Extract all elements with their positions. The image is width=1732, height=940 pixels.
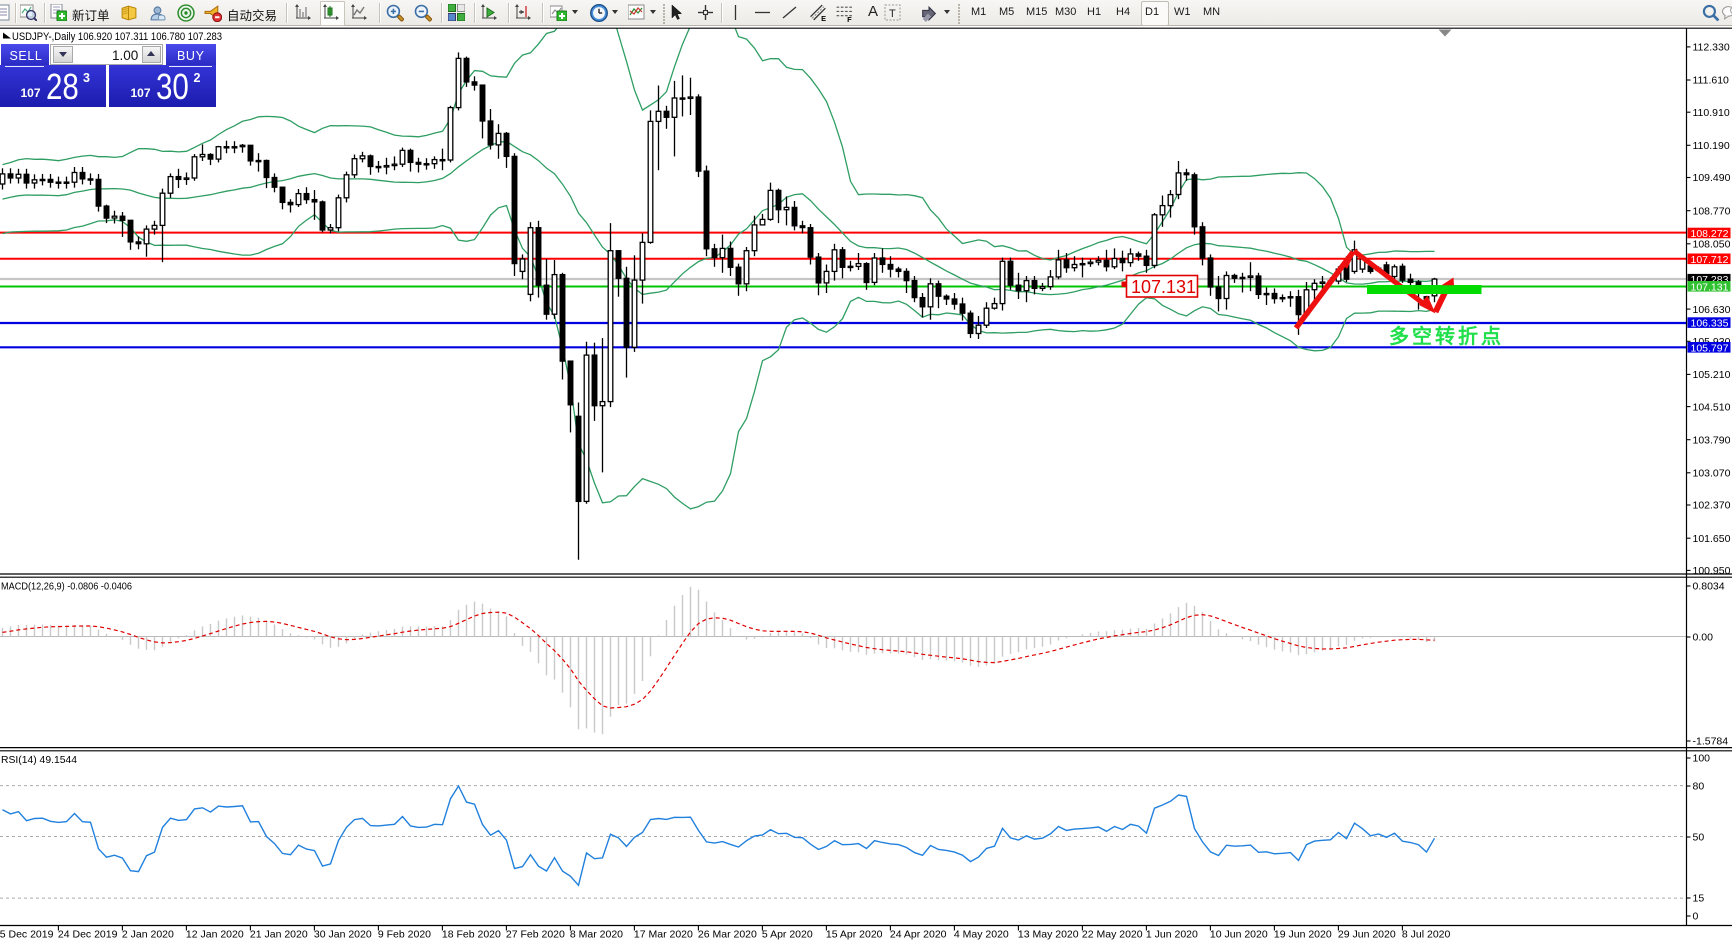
svg-text:50: 50 [1693,832,1705,844]
svg-text:21 Jan 2020: 21 Jan 2020 [250,929,308,940]
svg-text:101.650: 101.650 [1693,533,1731,545]
svg-text:10 Jun 2020: 10 Jun 2020 [1210,929,1268,940]
svg-text:9 Feb 2020: 9 Feb 2020 [378,929,431,940]
svg-text:100.950: 100.950 [1693,565,1731,577]
svg-text:102.370: 102.370 [1693,500,1731,512]
svg-text:108.770: 108.770 [1693,205,1731,217]
svg-text:0.00: 0.00 [1693,632,1714,644]
svg-text:多空转折点: 多空转折点 [1389,324,1504,348]
svg-text:2 Jan 2020: 2 Jan 2020 [122,929,174,940]
svg-text:5 Apr 2020: 5 Apr 2020 [762,929,813,940]
svg-text:22 May 2020: 22 May 2020 [1082,929,1143,940]
svg-text:MACD(12,26,9) -0.0806 -0.0406: MACD(12,26,9) -0.0806 -0.0406 [1,582,132,593]
svg-text:0.8034: 0.8034 [1693,581,1725,593]
svg-text:110.910: 110.910 [1693,107,1730,119]
svg-text:4 May 2020: 4 May 2020 [954,929,1009,940]
svg-text:15 Apr 2020: 15 Apr 2020 [826,929,883,940]
svg-text:19 Jun 2020: 19 Jun 2020 [1274,929,1332,940]
svg-text:15: 15 [1693,893,1705,905]
svg-text:RSI(14) 49.1544: RSI(14) 49.1544 [1,755,77,766]
svg-text:105.797: 105.797 [1691,342,1729,354]
svg-text:106.630: 106.630 [1693,304,1731,316]
svg-text:107.712: 107.712 [1691,254,1729,266]
svg-text:24 Apr 2020: 24 Apr 2020 [890,929,947,940]
svg-text:8 Jul 2020: 8 Jul 2020 [1402,929,1451,940]
svg-text:15 Dec 2019: 15 Dec 2019 [0,929,54,940]
svg-text:108.272: 108.272 [1691,228,1729,240]
svg-text:-1.5784: -1.5784 [1693,736,1729,748]
svg-text:18 Feb 2020: 18 Feb 2020 [442,929,501,940]
svg-text:112.330: 112.330 [1693,42,1730,54]
svg-text:E: E [821,14,826,22]
svg-text:100: 100 [1693,753,1711,765]
svg-text:110.190: 110.190 [1693,140,1730,152]
svg-text:103.070: 103.070 [1693,468,1731,480]
svg-text:1 Jun 2020: 1 Jun 2020 [1146,929,1198,940]
svg-text:103.790: 103.790 [1693,434,1731,446]
svg-text:109.490: 109.490 [1693,172,1731,184]
svg-text:107.131: 107.131 [1131,277,1196,297]
svg-text:80: 80 [1693,781,1705,793]
svg-text:F: F [847,15,852,22]
svg-text:107.131: 107.131 [1691,281,1729,293]
svg-text:0: 0 [1693,911,1699,923]
svg-text:13 May 2020: 13 May 2020 [1018,929,1079,940]
svg-text:111.610: 111.610 [1693,75,1730,87]
svg-text:24 Dec 2019: 24 Dec 2019 [58,929,118,940]
svg-text:30 Jan 2020: 30 Jan 2020 [314,929,372,940]
svg-text:17 Mar 2020: 17 Mar 2020 [634,929,693,940]
svg-text:29 Jun 2020: 29 Jun 2020 [1338,929,1396,940]
svg-text:12 Jan 2020: 12 Jan 2020 [186,929,244,940]
svg-text:104.510: 104.510 [1693,401,1731,413]
svg-text:T: T [889,8,896,20]
svg-text:USDJPY-,Daily 106.920 107.311: USDJPY-,Daily 106.920 107.311 106.780 10… [12,31,222,43]
svg-text:26 Mar 2020: 26 Mar 2020 [698,929,757,940]
svg-text:105.210: 105.210 [1693,369,1731,381]
svg-text:108.050: 108.050 [1693,239,1731,251]
svg-text:27 Feb 2020: 27 Feb 2020 [506,929,565,940]
svg-text:106.335: 106.335 [1691,318,1729,330]
svg-text:8 Mar 2020: 8 Mar 2020 [570,929,623,940]
